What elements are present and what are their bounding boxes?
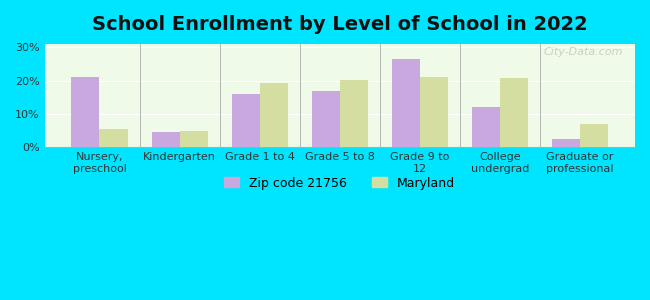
Bar bbox=[552, 139, 580, 147]
Bar bbox=[151, 132, 179, 147]
Bar bbox=[340, 80, 368, 147]
Text: City-Data.com: City-Data.com bbox=[543, 47, 623, 57]
Bar bbox=[99, 129, 127, 147]
Bar bbox=[392, 59, 420, 147]
Bar bbox=[500, 78, 528, 147]
Bar bbox=[580, 124, 608, 147]
Bar bbox=[260, 83, 288, 147]
Bar bbox=[72, 77, 99, 147]
Bar bbox=[472, 107, 500, 147]
Bar bbox=[420, 76, 448, 147]
Title: School Enrollment by Level of School in 2022: School Enrollment by Level of School in … bbox=[92, 15, 588, 34]
Bar bbox=[312, 91, 340, 147]
Legend: Zip code 21756, Maryland: Zip code 21756, Maryland bbox=[219, 172, 460, 195]
Bar bbox=[231, 94, 260, 147]
Bar bbox=[179, 131, 207, 147]
